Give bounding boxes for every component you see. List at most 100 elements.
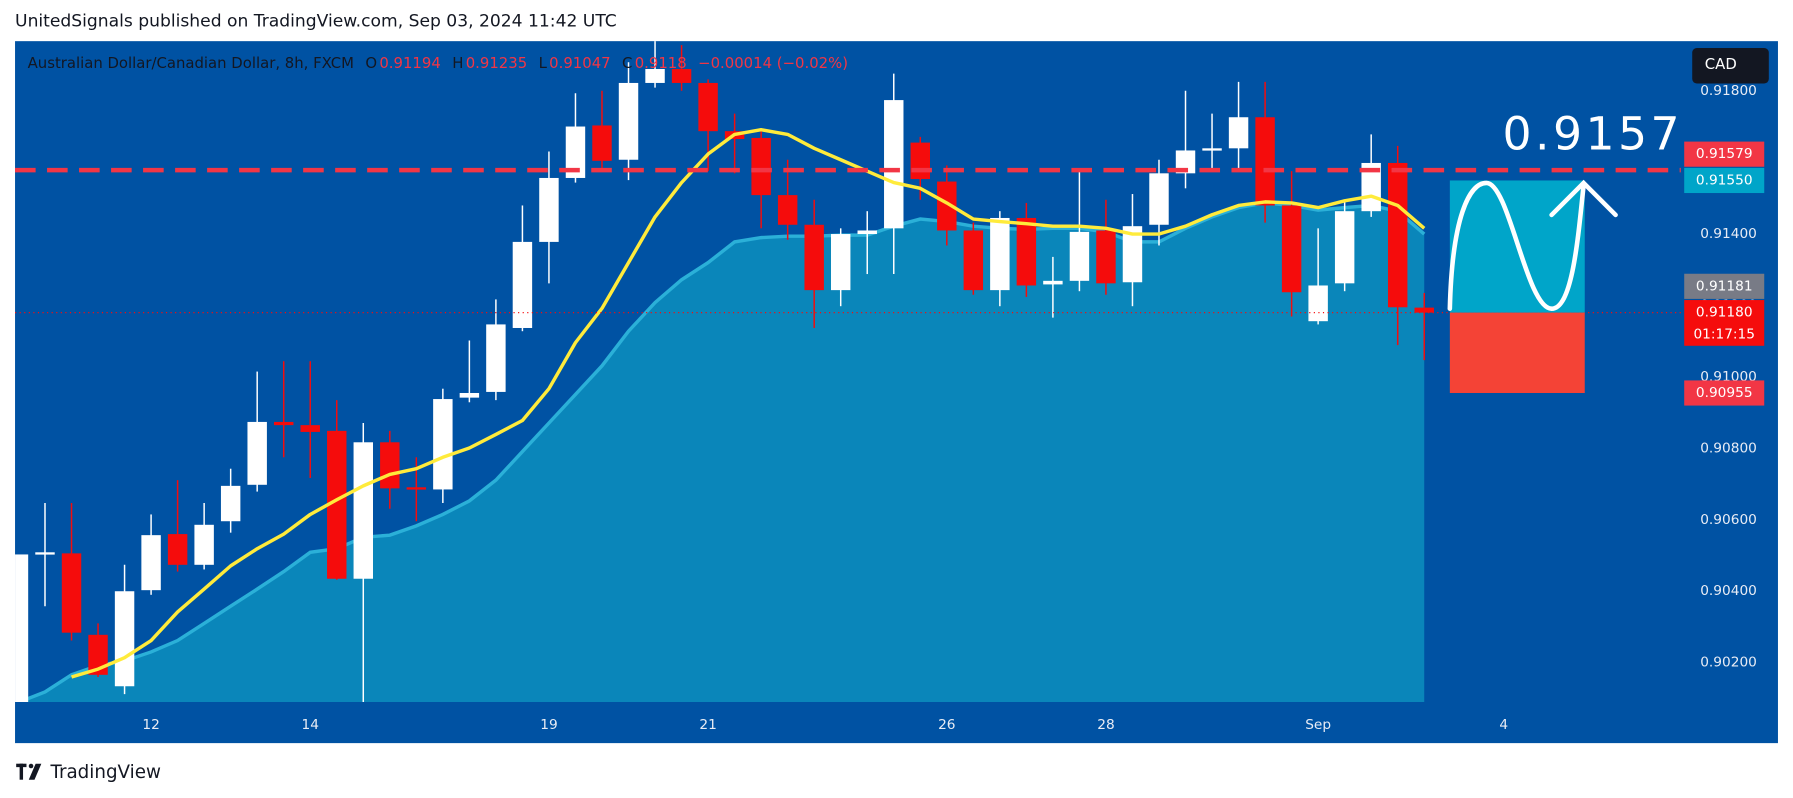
price-label-box — [1684, 141, 1765, 167]
currency-button[interactable] — [1692, 48, 1769, 84]
candle-body — [273, 421, 294, 426]
x-tick-label: 14 — [302, 717, 319, 733]
logo — [16, 763, 42, 780]
candle-body — [114, 591, 135, 687]
candle-body — [592, 125, 612, 161]
candle-body — [459, 392, 480, 398]
y-tick-label: 0.91400 — [1700, 226, 1757, 242]
candle-body — [353, 442, 373, 579]
drawing — [1447, 179, 1618, 311]
candle-body — [35, 552, 55, 555]
x-tick-label: 12 — [142, 717, 159, 733]
candle-body — [777, 195, 798, 225]
price-label-box — [1684, 167, 1765, 194]
position-loss — [1449, 312, 1585, 393]
candle-body — [1308, 285, 1328, 322]
header: UnitedSignals published on TradingView.c… — [15, 12, 617, 32]
candle-body — [380, 442, 400, 489]
countdown: 01:17:15 — [1693, 326, 1755, 342]
candle-body — [1228, 117, 1249, 149]
candle-body — [751, 137, 771, 196]
legend-item: Australian Dollar/Canadian Dollar, 8h, F… — [28, 54, 354, 72]
candle-body — [1255, 117, 1275, 206]
candle-body — [1175, 150, 1196, 174]
candle-body — [857, 230, 877, 235]
y-tick-label: 0.91800 — [1700, 83, 1757, 99]
candle-body — [88, 634, 108, 675]
price-label-box — [1684, 380, 1765, 406]
candle-body — [300, 425, 320, 432]
candle-body — [645, 69, 665, 83]
candle-body — [565, 126, 586, 178]
arrow-head — [1549, 179, 1618, 218]
candle-body — [141, 535, 161, 591]
logo-mark — [19, 763, 24, 780]
candle-body — [433, 399, 453, 490]
price-label: 0.91181 — [1696, 278, 1753, 294]
candle-body — [1202, 148, 1222, 151]
x-tick-label: 4 — [1499, 717, 1508, 733]
logo-mark — [28, 763, 42, 780]
candle-body — [1281, 205, 1302, 293]
candle-body — [194, 524, 214, 565]
legend-item: 0.91047 — [549, 54, 610, 72]
candle-body — [963, 230, 984, 291]
candle-body — [327, 430, 347, 579]
candle-body — [698, 82, 718, 132]
moving-average — [71, 128, 1426, 679]
legend-item: 0.91235 — [466, 54, 527, 72]
wave-drawing — [1447, 180, 1586, 311]
y-tick-label: 0.90800 — [1700, 440, 1757, 456]
candle-body — [539, 177, 559, 242]
annotation: 0.9157 — [1502, 108, 1683, 161]
candle-body — [1149, 173, 1169, 225]
candle-body — [1069, 231, 1090, 281]
legend-item: L — [539, 54, 548, 72]
candle-body — [406, 487, 427, 490]
candle-body — [167, 534, 188, 565]
legend-item: C — [622, 54, 632, 72]
candle-body — [1122, 226, 1143, 283]
price-label: 0.90955 — [1696, 385, 1753, 401]
y-tick-label: 0.90200 — [1700, 655, 1757, 671]
logo-mark — [28, 763, 34, 769]
candle-body — [486, 324, 506, 392]
candle-body — [618, 82, 639, 160]
candle-body — [1334, 211, 1355, 284]
legend: Australian Dollar/Canadian Dollar, 8h, F… — [28, 54, 848, 72]
price-label: 0.91550 — [1696, 172, 1753, 188]
candle-body — [1387, 162, 1408, 308]
x-tick-label: 28 — [1097, 717, 1114, 733]
y-tick-label: 0.90600 — [1700, 512, 1757, 528]
candle-body — [884, 100, 904, 229]
footer: TradingView — [49, 762, 161, 783]
candle-body — [1414, 307, 1434, 313]
candle-body — [512, 241, 533, 328]
price-label: 0.91180 — [1696, 305, 1753, 321]
candle-body — [671, 69, 692, 83]
price-label-box — [1684, 300, 1765, 346]
candle-body — [1043, 280, 1063, 285]
candle-body — [1096, 230, 1116, 284]
candle-body — [61, 553, 82, 633]
candle-body — [990, 217, 1010, 291]
price-label: 0.91579 — [1696, 146, 1753, 162]
legend-item: H — [452, 54, 463, 72]
legend-item: −0.00014 (−0.02%) — [698, 54, 848, 72]
candle-body — [15, 554, 29, 702]
price-label-box — [1684, 273, 1765, 299]
indicator-edge — [17, 201, 1426, 702]
x-tick-label: Sep — [1305, 717, 1331, 733]
candle-body — [247, 421, 267, 485]
legend-item: 0.91194 — [379, 54, 440, 72]
candle-body — [804, 224, 824, 291]
candle-body — [910, 142, 930, 180]
currency-label[interactable]: CAD — [1705, 55, 1737, 73]
candle-body — [1016, 217, 1037, 286]
y-tick-label: 0.90400 — [1700, 583, 1757, 599]
candle-body — [830, 234, 851, 291]
x-tick-label: 21 — [699, 717, 716, 733]
x-tick-label: 19 — [540, 717, 557, 733]
